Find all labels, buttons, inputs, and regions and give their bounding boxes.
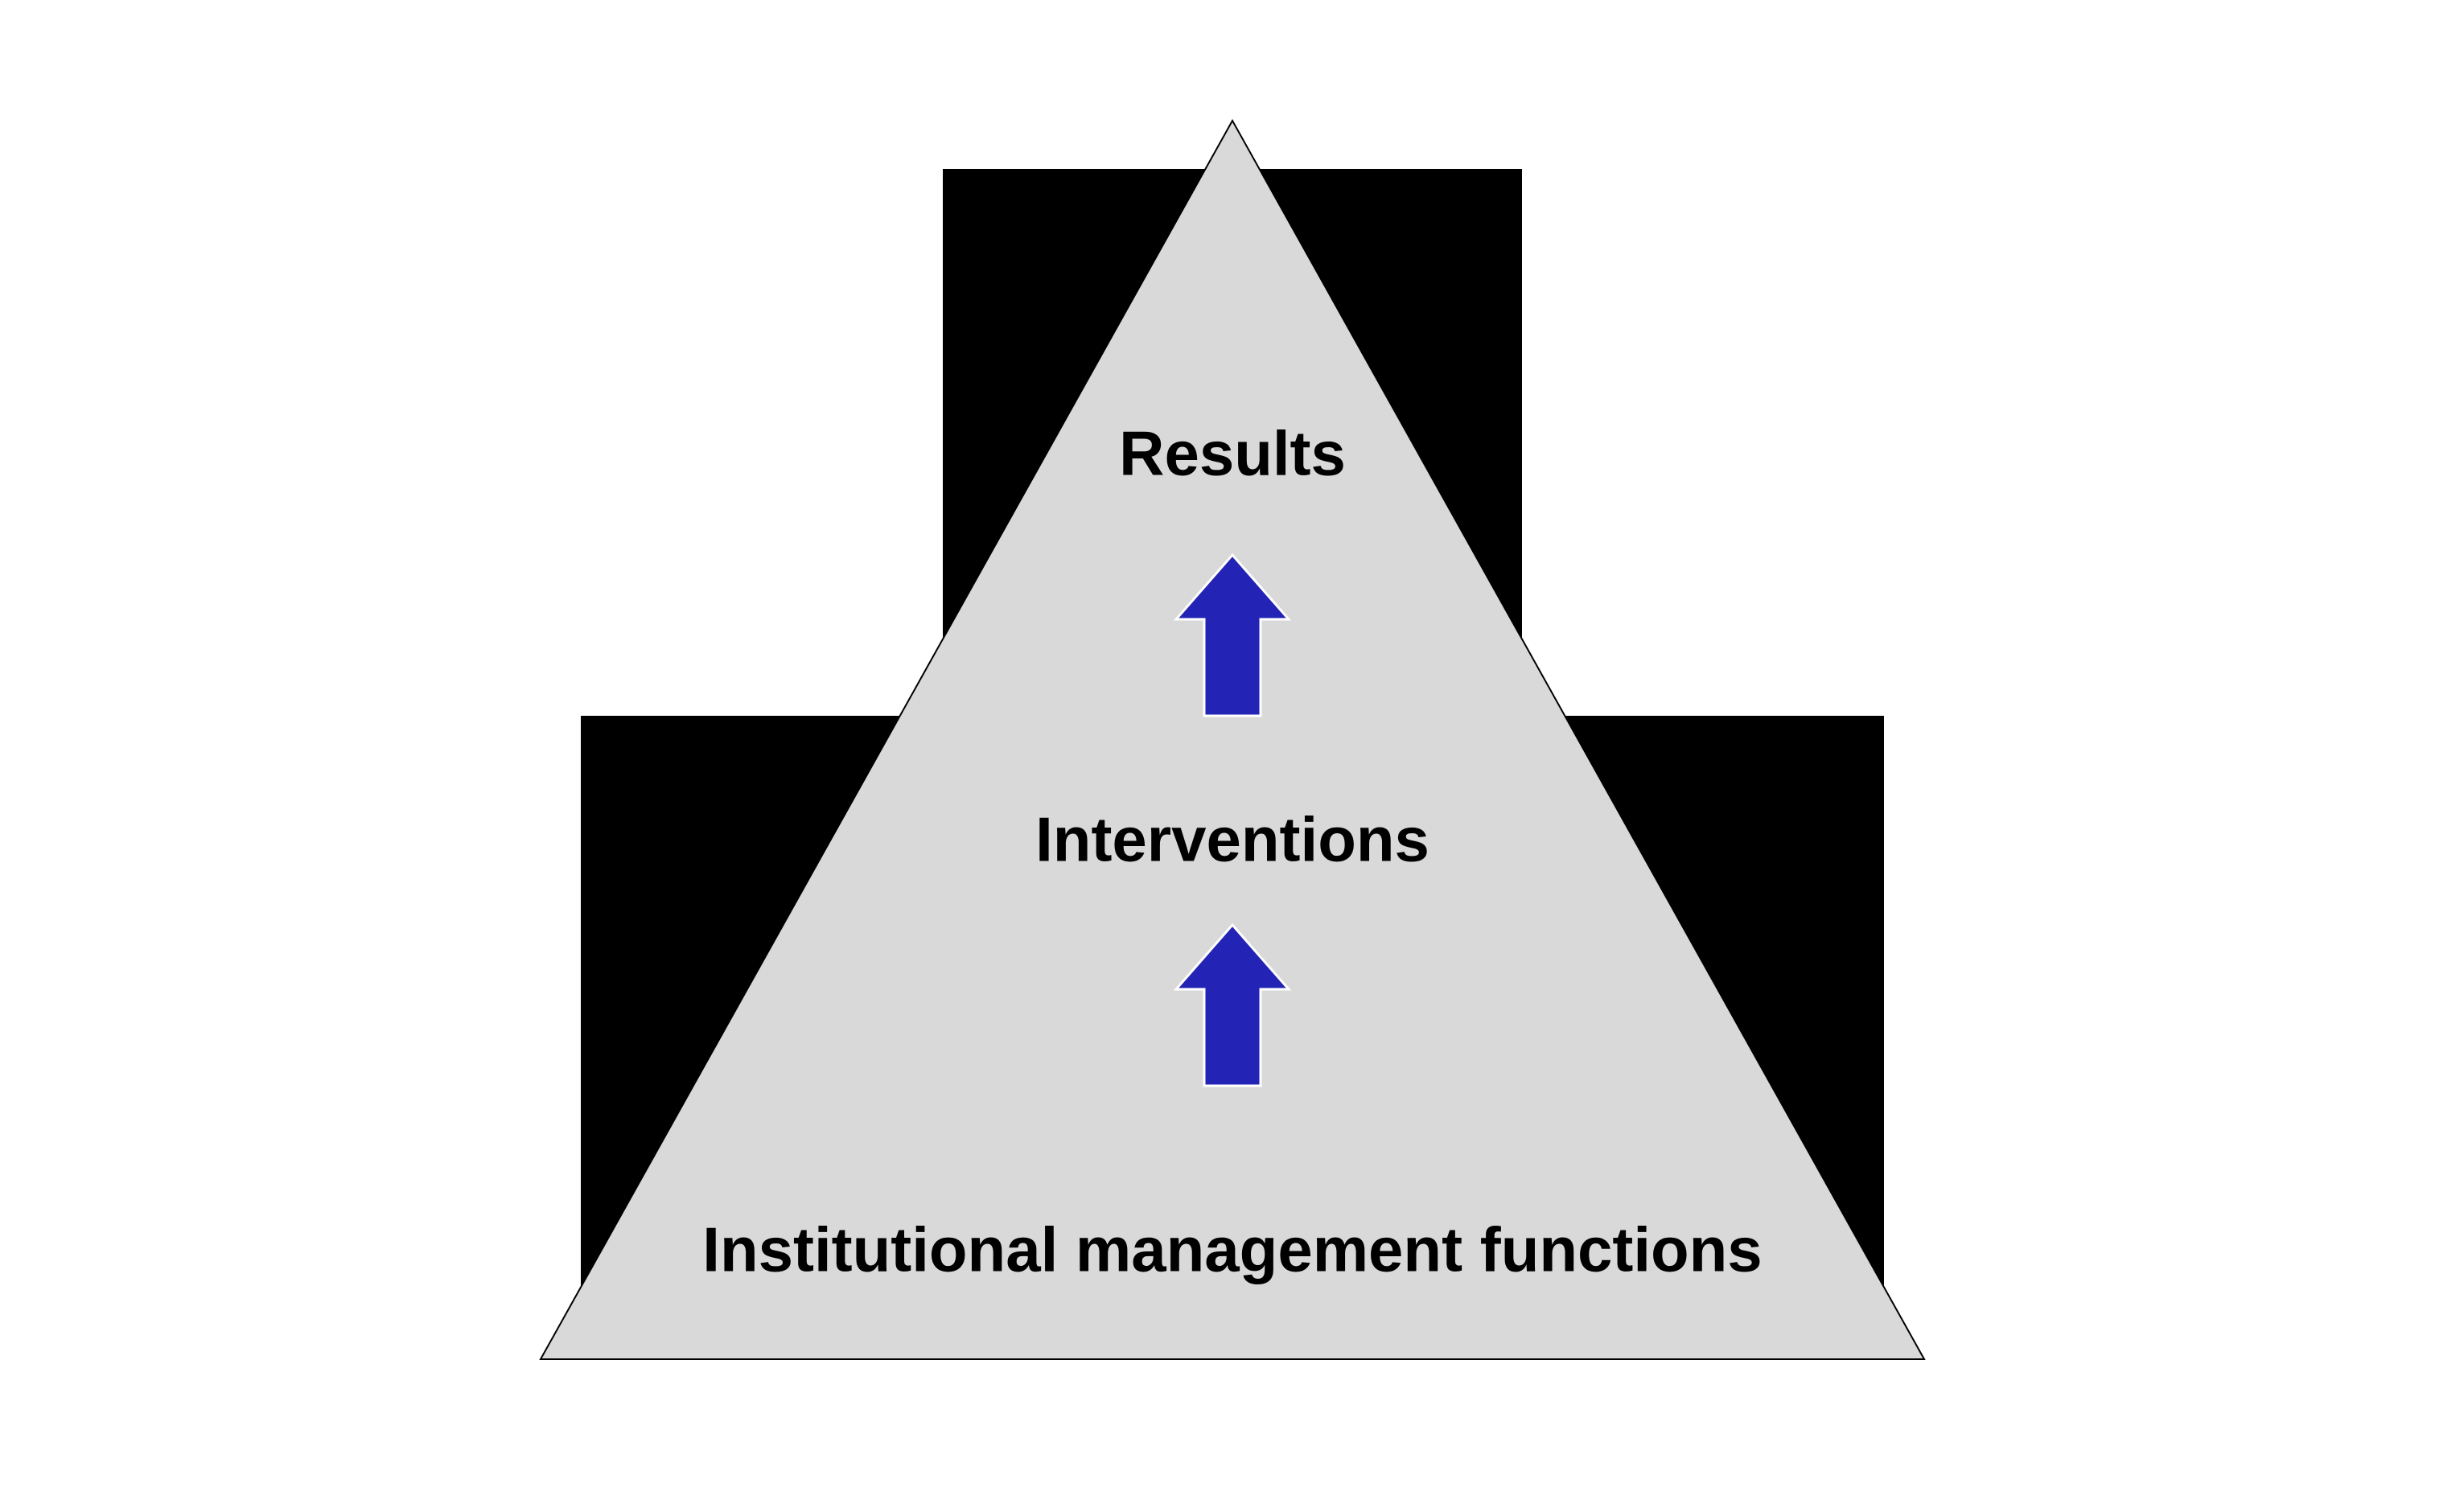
diagram-svg: Results Interventions Institutional mana… bbox=[348, 72, 2117, 1440]
label-top: Results bbox=[1119, 418, 1346, 489]
label-bottom: Institutional management functions bbox=[702, 1214, 1762, 1285]
label-middle: Interventions bbox=[1035, 804, 1429, 875]
pyramid-diagram: Results Interventions Institutional mana… bbox=[348, 72, 2117, 1440]
